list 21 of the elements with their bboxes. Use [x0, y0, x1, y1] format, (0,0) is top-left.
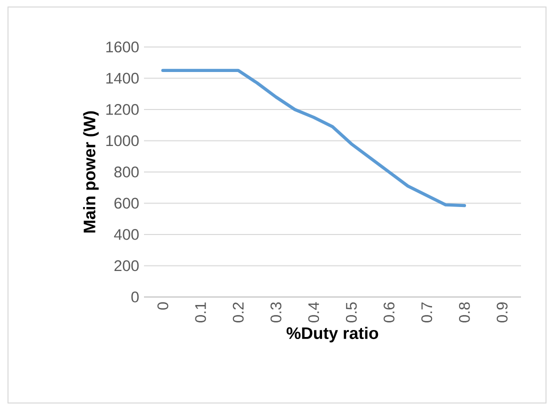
- x-tick-label: 0.7: [421, 302, 432, 322]
- y-tick-label: 0: [131, 292, 139, 302]
- x-tick-label: 0.3: [270, 302, 282, 322]
- y-tick-label: 1400: [106, 72, 139, 84]
- x-tick-label: 0.6: [384, 302, 394, 322]
- y-tick-label: 800: [114, 166, 139, 178]
- y-tick-label: 1000: [106, 135, 139, 146]
- y-tick-label: 1600: [106, 42, 139, 52]
- x-tick-label: 0.5: [346, 302, 357, 322]
- x-tick-label: 0.1: [195, 302, 206, 322]
- y-tick-label: 1200: [106, 104, 139, 115]
- x-tick-label: 0: [157, 302, 168, 310]
- x-axis-title: %Duty ratio: [286, 326, 378, 342]
- y-tick-label: 400: [114, 229, 139, 240]
- y-tick-label: 600: [114, 198, 139, 209]
- x-tick-label: 0.2: [232, 302, 244, 322]
- x-tick-label: 0.4: [308, 302, 320, 322]
- x-tick-label: 0.8: [459, 302, 470, 322]
- x-tick-label: 0.9: [496, 302, 508, 322]
- y-axis-title: Main power (W): [83, 111, 99, 232]
- y-tick-label: 200: [114, 260, 139, 272]
